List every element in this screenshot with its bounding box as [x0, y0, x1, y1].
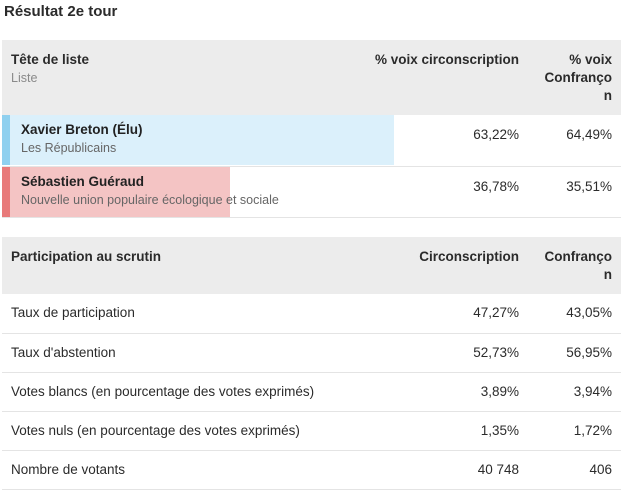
participation-conf-value: 3,94% [528, 372, 621, 412]
participation-row: Votes nuls (en pourcentage des votes exp… [2, 411, 621, 451]
participation-circ-value: 3,89% [402, 372, 528, 412]
circ-header: % voix circonscription [322, 40, 528, 115]
participation-label: Taux de participation [2, 294, 402, 334]
participation-conf-value: 43,05% [528, 294, 621, 334]
conf-header-line3: n [603, 88, 612, 103]
candidate-name: Sébastien Guéraud [21, 173, 145, 189]
participation-circ-header: Circonscription [402, 237, 528, 294]
list-header-label: Tête de liste [11, 52, 90, 67]
participation-row: Nombre de votants 40 748 406 [2, 450, 621, 490]
conf-header-line1: % voix [569, 52, 612, 67]
list-header: Tête de liste Liste [2, 40, 322, 115]
participation-conf-header-line1: Confranço [544, 249, 613, 264]
participation-header-row: Participation au scrutin Circonscription… [2, 237, 621, 294]
participation-table: Participation au scrutin Circonscription… [2, 237, 621, 490]
participation-conf-value: 56,95% [528, 333, 621, 373]
participation-conf-value: 406 [528, 450, 621, 490]
participation-conf-header: Confranço n [528, 237, 621, 294]
results-table: Tête de liste Liste % voix circonscripti… [2, 40, 621, 218]
candidate-cell: Xavier Breton (Élu) Les Républicains [2, 115, 394, 167]
candidate-conf-pct: 64,49% [528, 115, 621, 167]
participation-circ-value: 47,27% [402, 294, 528, 334]
candidate-party: Nouvelle union populaire écologique et s… [21, 192, 279, 207]
candidate-cell: Sébastien Guéraud Nouvelle union populai… [2, 166, 322, 218]
participation-label: Taux d'abstention [2, 333, 402, 373]
list-header-sub: Liste [11, 71, 38, 85]
participation-label: Votes nuls (en pourcentage des votes exp… [2, 411, 402, 451]
participation-label: Votes blancs (en pourcentage des votes e… [2, 372, 402, 412]
participation-circ-value: 1,35% [402, 411, 528, 451]
participation-circ-value: 52,73% [402, 333, 528, 373]
candidate-row: Sébastien Guéraud Nouvelle union populai… [2, 166, 621, 218]
results-header-row: Tête de liste Liste % voix circonscripti… [2, 40, 621, 115]
conf-header: % voix Confranço n [528, 40, 621, 115]
page-title: Résultat 2e tour [4, 3, 118, 20]
conf-header-line2: Confranço [544, 70, 613, 85]
participation-circ-value: 40 748 [402, 450, 528, 490]
candidate-party: Les Républicains [21, 141, 117, 155]
candidate-conf-pct: 35,51% [528, 166, 621, 218]
candidate-share-bar [2, 166, 230, 217]
participation-conf-header-line2: n [603, 267, 612, 282]
participation-header: Participation au scrutin [2, 237, 402, 294]
candidate-name: Xavier Breton (Élu) [21, 122, 143, 137]
participation-row: Taux d'abstention 52,73% 56,95% [2, 333, 621, 373]
candidate-circ-pct: 36,78% [322, 166, 528, 218]
participation-row: Taux de participation 47,27% 43,05% [2, 294, 621, 334]
candidate-share-bar [2, 115, 394, 165]
candidate-row: Xavier Breton (Élu) Les Républicains 63,… [2, 115, 621, 167]
participation-label: Nombre de votants [2, 450, 402, 490]
participation-conf-value: 1,72% [528, 411, 621, 451]
participation-row: Votes blancs (en pourcentage des votes e… [2, 372, 621, 412]
